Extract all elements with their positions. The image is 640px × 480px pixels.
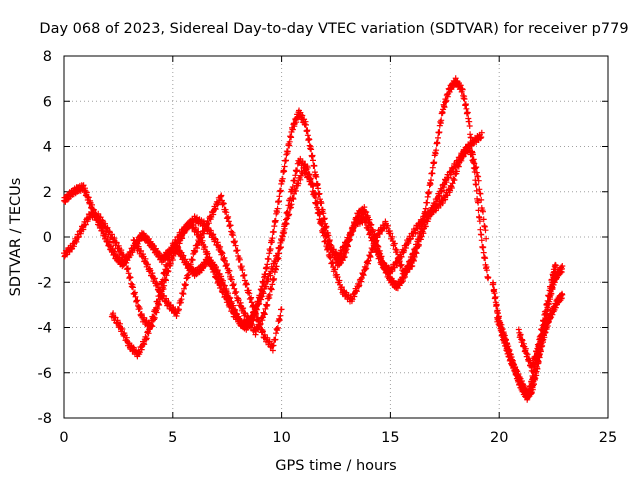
x-tick-label: 0 [59,430,68,446]
chart-title: Day 068 of 2023, Sidereal Day-to-day VTE… [39,21,628,37]
data-series-track-a [61,75,492,333]
y-tick-label: -6 [38,366,52,382]
data-series-track-f [489,279,566,401]
data-series-track-d [130,192,285,354]
data-series-track-g [515,261,559,374]
y-axis-title: SDTVAR / TECUs [8,178,24,297]
data-series-track-c [108,142,490,360]
series-layer [61,75,566,403]
y-tick-label: 0 [43,230,52,246]
y-tick-label: 4 [43,140,52,156]
y-tick-label: 2 [43,185,52,201]
x-tick-label: 10 [272,430,290,446]
x-axis-title: GPS time / hours [275,458,396,474]
tick-label-layer: 0 5 10 15 20 25 -8 -6 -4 -2 0 2 4 6 8 [38,49,618,446]
x-tick-label: 25 [599,430,617,446]
y-tick-label: 6 [43,94,52,110]
series-markers [108,142,490,360]
series-markers [489,279,566,401]
y-tick-label: -2 [38,275,52,291]
series-markers [515,261,559,374]
y-tick-label: -8 [38,411,52,427]
series-markers [61,75,492,333]
x-tick-label: 5 [168,430,177,446]
x-tick-label: 20 [490,430,508,446]
x-tick-label: 15 [381,430,399,446]
y-tick-label: -4 [38,321,52,337]
series-markers [130,192,285,354]
plot-frame [63,55,609,419]
y-tick-label: 8 [43,49,52,65]
